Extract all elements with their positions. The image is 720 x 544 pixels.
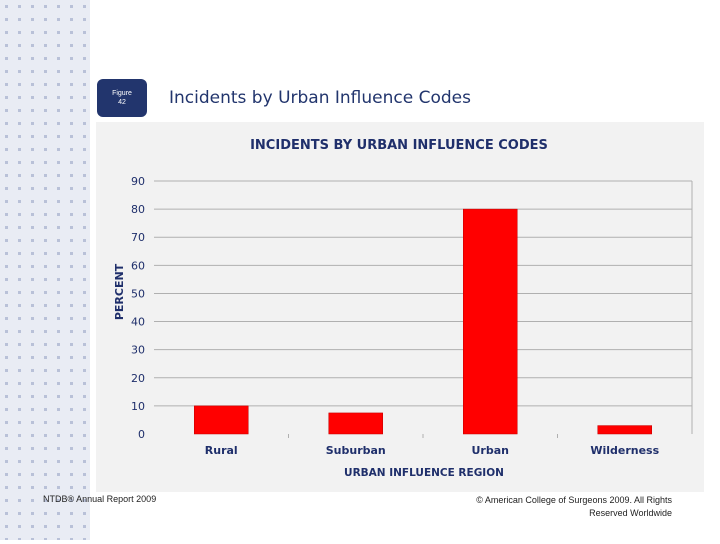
bar-chart: INCIDENTS BY URBAN INFLUENCE CODES 0 10 20… — [113, 138, 693, 479]
footer-left: NTDB® Annual Report 2009 — [43, 494, 157, 504]
y-tick-label: 10 — [131, 400, 145, 413]
figure-number: 42 — [118, 99, 126, 106]
y-tick-label: 30 — [131, 344, 145, 357]
gridlines — [154, 180, 693, 434]
bars — [194, 208, 652, 435]
x-tick-label: Wilderness — [590, 444, 659, 457]
y-tick-label: 40 — [131, 316, 145, 329]
x-tick-label: Rural — [205, 444, 238, 457]
x-tick-label: Suburban — [326, 444, 386, 457]
y-tick-labels: 0 10 20 30 40 50 60 70 80 90 — [131, 175, 145, 441]
footer-right: © American College of Surgeons 2009. All… — [476, 495, 672, 518]
slide-title: Incidents by Urban Influence Codes — [169, 88, 471, 108]
y-tick-label: 20 — [131, 372, 145, 385]
x-axis-label: URBAN INFLUENCE REGION — [344, 467, 504, 479]
y-axis-label: PERCENT — [113, 263, 126, 320]
y-tick-label: 50 — [131, 287, 145, 300]
figure-label: Figure — [112, 90, 132, 97]
x-tick-label: Urban — [472, 444, 510, 457]
figure-badge: Figure 42 — [97, 79, 147, 117]
bar — [194, 405, 249, 435]
bar — [328, 412, 383, 435]
bar — [463, 208, 518, 435]
dot-pattern — [0, 0, 90, 540]
dotted-sidebar-decoration — [0, 0, 90, 540]
y-tick-label: 90 — [131, 175, 145, 188]
y-tick-label: 60 — [131, 259, 145, 272]
y-tick-label: 80 — [131, 203, 145, 216]
x-tick-labels: Rural Suburban Urban Wilderness — [205, 434, 660, 457]
chart-title: INCIDENTS BY URBAN INFLUENCE CODES — [250, 138, 548, 153]
bar — [597, 425, 652, 435]
y-tick-label: 70 — [131, 231, 145, 244]
y-tick-label: 0 — [138, 428, 145, 441]
